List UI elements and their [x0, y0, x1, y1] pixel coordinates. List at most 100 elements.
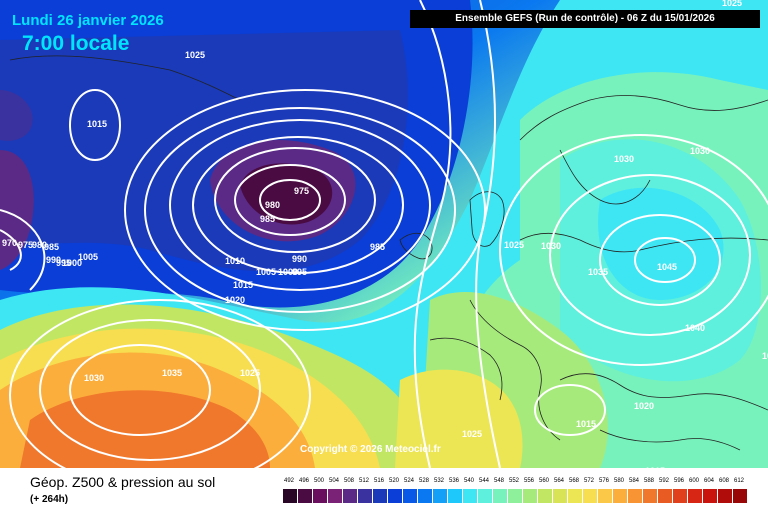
isobar-label: 985 [370, 242, 385, 252]
scale-swatch [703, 489, 717, 503]
geopotential-field [20, 390, 270, 468]
scale-swatch [658, 489, 672, 503]
scale-label: 524 [403, 478, 414, 484]
scale-swatch [343, 489, 357, 503]
scale-label: 528 [418, 478, 429, 484]
scale-label: 608 [718, 478, 729, 484]
scale-swatch [718, 489, 732, 503]
scale-swatch [313, 489, 327, 503]
scale-swatch [598, 489, 612, 503]
scale-label: 520 [388, 478, 399, 484]
scale-swatch [298, 489, 312, 503]
isobar-label: 980 [32, 240, 47, 250]
scale-label: 508 [343, 478, 354, 484]
scale-label: 568 [568, 478, 579, 484]
scale-swatches [282, 489, 748, 503]
scale-labels: 492 496 500 504 508 512 516 520 524 528 532 536 540 5… [282, 478, 748, 488]
scale-swatch [448, 489, 462, 503]
isobar-label: 990 [46, 255, 61, 265]
scale-swatch [673, 489, 687, 503]
isobar-label: 1025 [240, 368, 260, 378]
scale-swatch [688, 489, 702, 503]
scale-swatch [388, 489, 402, 503]
isobar-label: 1005 [762, 351, 768, 361]
isobar-label: 1015 [87, 119, 107, 129]
scale-label: 584 [628, 478, 639, 484]
scale-swatch [553, 489, 567, 503]
forecast-date: Lundi 26 janvier 2026 [12, 12, 164, 29]
isobar-label: 1000 [62, 258, 82, 268]
scale-label: 536 [448, 478, 459, 484]
scale-label: 564 [553, 478, 564, 484]
scale-swatch [568, 489, 582, 503]
scale-label: 516 [373, 478, 384, 484]
scale-label: 592 [658, 478, 669, 484]
scale-swatch [463, 489, 477, 503]
isobar-label: 1025 [504, 240, 524, 250]
isobar-label: 980 [265, 200, 280, 210]
scale-label: 548 [493, 478, 504, 484]
scale-swatch [358, 489, 372, 503]
scale-swatch [433, 489, 447, 503]
scale-swatch [493, 489, 507, 503]
isobar-label: 975 [18, 240, 33, 250]
scale-swatch [538, 489, 552, 503]
scale-label: 512 [358, 478, 369, 484]
isobar-label: 975 [294, 186, 309, 196]
scale-label: 580 [613, 478, 624, 484]
scale-label: 612 [733, 478, 744, 484]
isobar-label: 1030 [690, 146, 710, 156]
scale-label: 500 [313, 478, 324, 484]
color-scale-legend: 492 496 500 504 508 512 516 520 524 528 532 536 540 5… [282, 478, 748, 508]
isobar-label: 1015 [233, 280, 253, 290]
scale-swatch [613, 489, 627, 503]
isobar-label: 1005 [256, 267, 276, 277]
isobar-label: 1020 [225, 295, 245, 305]
isobar-label: 1025 [185, 50, 205, 60]
scale-label: 556 [523, 478, 534, 484]
scale-swatch [628, 489, 642, 503]
scale-label: 540 [463, 478, 474, 484]
scale-label: 588 [643, 478, 654, 484]
scale-swatch [478, 489, 492, 503]
isobar-label: 970 [2, 238, 17, 248]
isobars [0, 0, 768, 468]
scale-label: 576 [598, 478, 609, 484]
isobar-label: 1010 [225, 256, 245, 266]
isobar-label: 1020 [634, 401, 654, 411]
scale-swatch [283, 489, 297, 503]
isobar-label: 1045 [657, 262, 677, 272]
scale-label: 572 [583, 478, 594, 484]
isobar-label: 1005 [78, 252, 98, 262]
scale-swatch [403, 489, 417, 503]
geopotential-field [598, 187, 724, 300]
forecast-local-time: 7:00 locale [22, 32, 130, 55]
scale-label: 496 [298, 478, 309, 484]
isobar-label: 1015 [645, 466, 665, 468]
isobar-label: 1040 [685, 323, 705, 333]
scale-swatch [328, 489, 342, 503]
isobar-label: 1030 [614, 154, 634, 164]
forecast-map: 1025 1025 1015 975 980 985 985 990 995 1… [0, 0, 768, 468]
isobar-label: 995 [56, 258, 71, 268]
isobar-label: 1035 [588, 267, 608, 277]
isobar-label: 1025 [722, 0, 742, 8]
isobar-label: 1025 [462, 429, 482, 439]
isobar-label: 990 [292, 254, 307, 264]
product-title: Géop. Z500 & pression au sol [30, 474, 216, 490]
isobar-label: 1030 [541, 241, 561, 251]
scale-swatch [418, 489, 432, 503]
isobar-label: 1015 [576, 419, 596, 429]
scale-label: 596 [673, 478, 684, 484]
isobar-label: 995 [292, 267, 307, 277]
copyright-notice: Copyright © 2026 Meteociel.fr [300, 444, 441, 455]
scale-label: 552 [508, 478, 519, 484]
scale-swatch [508, 489, 522, 503]
scale-swatch [583, 489, 597, 503]
scale-label: 492 [283, 478, 294, 484]
isobar-label: 985 [44, 242, 59, 252]
isobar-label: 1030 [84, 373, 104, 383]
geopotential-field [395, 369, 523, 468]
geopotential-field [0, 90, 33, 141]
